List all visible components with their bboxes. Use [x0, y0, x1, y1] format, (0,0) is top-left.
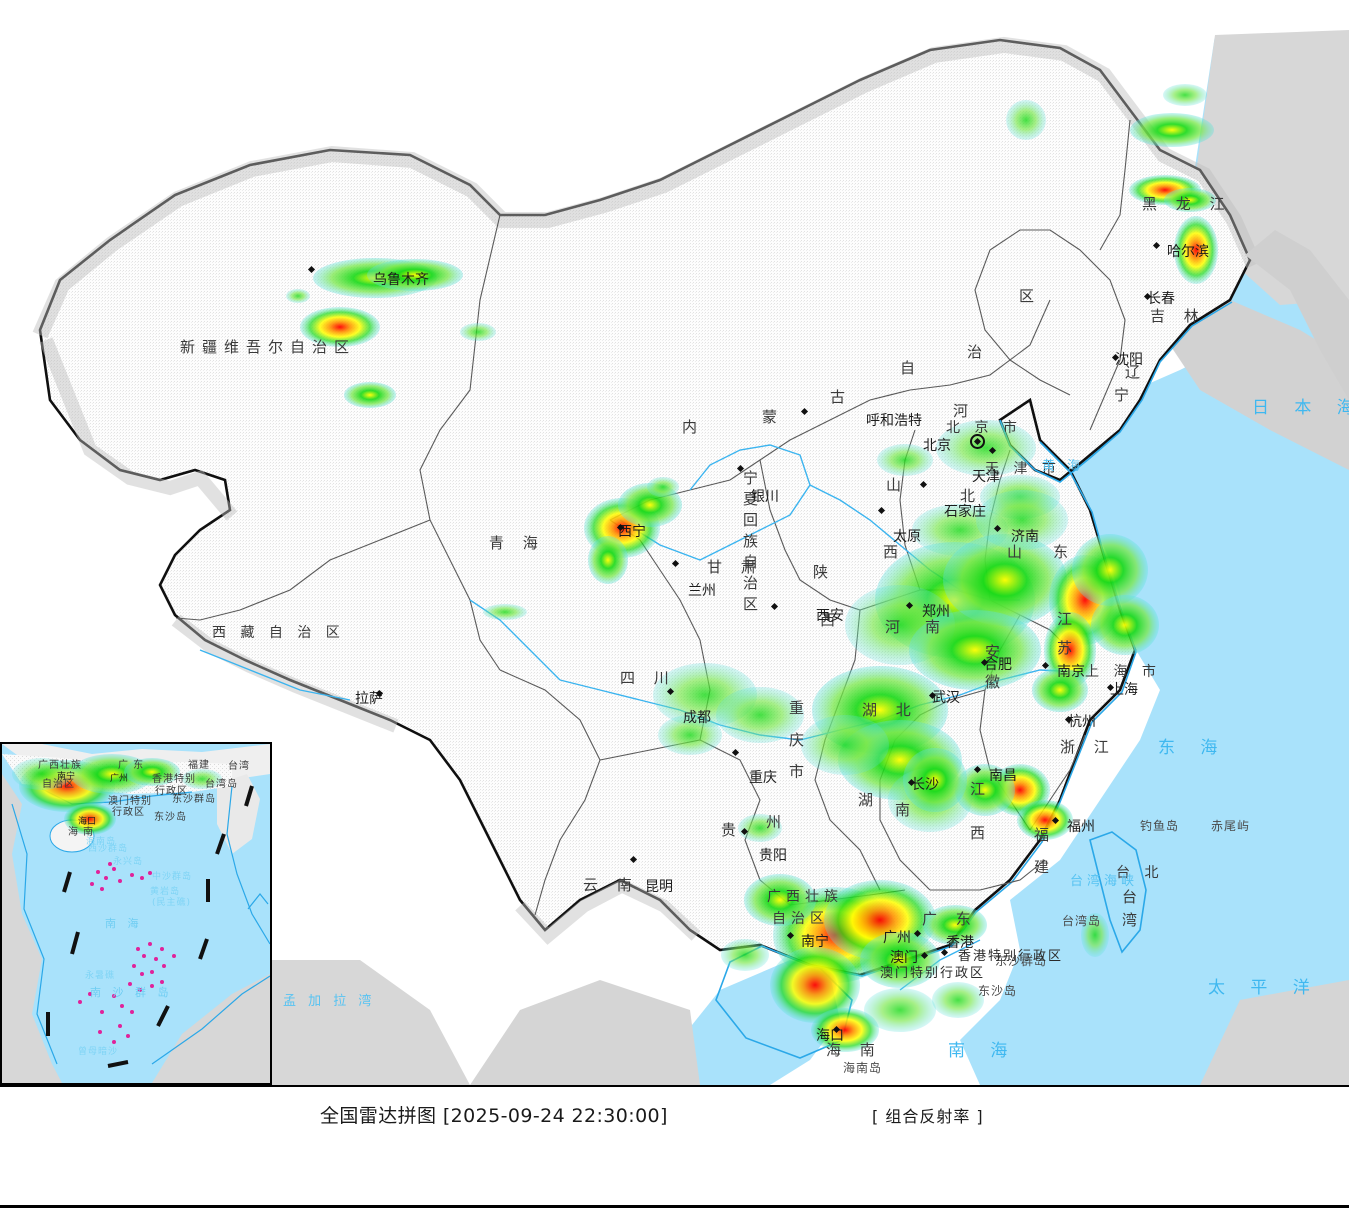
capital-marker-beijing	[970, 434, 985, 449]
legend-panel: 全国雷达拼图 [2025-09-24 22:30:00] [ 组合反射率 ] 5…	[0, 1085, 1349, 1208]
foreign-land-overlay	[1245, 230, 1349, 400]
inset-graphics	[2, 744, 270, 1083]
legend-title: 全国雷达拼图 [2025-09-24 22:30:00]	[320, 1105, 668, 1127]
south-china-sea-inset-map[interactable]	[0, 742, 272, 1085]
china-radar-map[interactable]: 新疆维吾尔自治区西 藏 自 治 区青 海四 川云 南内蒙古自治区黑 龙 江吉 林…	[0, 0, 1349, 1085]
legend-product-type: [ 组合反射率 ]	[872, 1107, 984, 1126]
radar-echo-layer	[286, 84, 1218, 1052]
